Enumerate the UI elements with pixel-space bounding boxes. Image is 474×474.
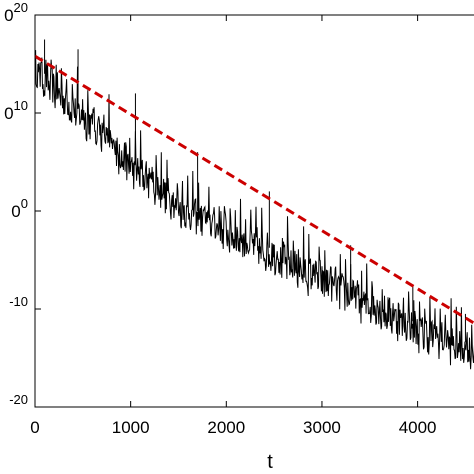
plot-frame: [34, 14, 474, 408]
y-tick-label: 020: [4, 0, 28, 25]
y-tick-base: 0: [11, 202, 20, 221]
x-tick-label: 4000: [399, 418, 437, 437]
y-tick-label: 010: [4, 98, 28, 123]
y-tick-label: 00: [11, 196, 28, 221]
y-tick-exponent: -10: [9, 294, 28, 309]
x-tick-label: 2000: [207, 418, 245, 437]
y-tick-label: -20: [9, 392, 28, 407]
y-tick-exponent: 20: [14, 0, 28, 15]
series-line-solid: [35, 49, 474, 370]
series-layer: [35, 39, 474, 370]
y-tick-label: -10: [9, 294, 28, 309]
y-tick-base: 0: [4, 104, 13, 123]
y-tick-base: 0: [4, 6, 13, 25]
x-tick-label: 0: [30, 418, 39, 437]
x-tick-label: 1000: [112, 418, 150, 437]
series-line-dashed: [35, 54, 474, 325]
y-tick-exponent: -20: [9, 392, 28, 407]
x-axis-label: t: [267, 451, 273, 473]
y-tick-exponent: 10: [14, 98, 28, 113]
y-tick-exponent: 0: [21, 196, 28, 211]
x-tick-label: 3000: [303, 418, 341, 437]
